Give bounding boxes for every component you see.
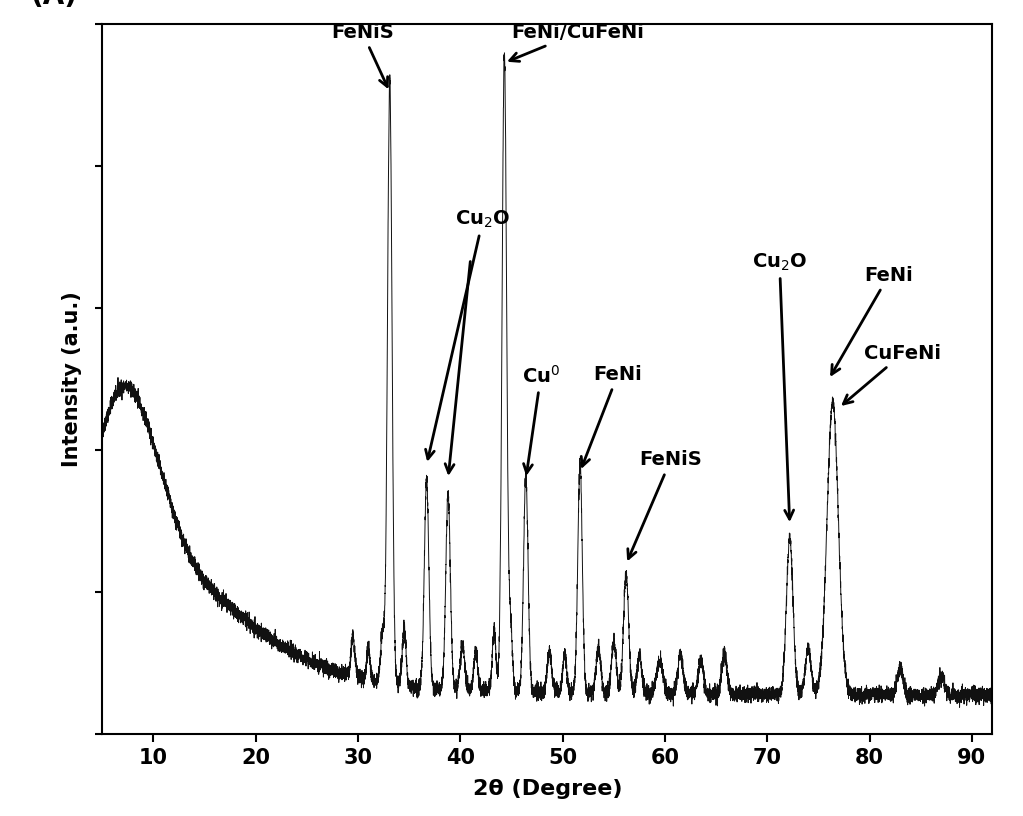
Text: (A): (A) xyxy=(31,0,78,11)
Text: CuFeNi: CuFeNi xyxy=(843,344,941,404)
Text: FeNi: FeNi xyxy=(832,266,914,375)
Text: FeNi: FeNi xyxy=(581,366,642,466)
Text: FeNiS: FeNiS xyxy=(331,23,394,86)
Text: FeNi/CuFeNi: FeNi/CuFeNi xyxy=(509,23,644,61)
Text: Cu$_2$O: Cu$_2$O xyxy=(426,209,510,459)
Text: FeNiS: FeNiS xyxy=(628,450,702,559)
Text: Cu$^0$: Cu$^0$ xyxy=(522,366,560,473)
Y-axis label: Intensity (a.u.): Intensity (a.u.) xyxy=(62,291,82,468)
X-axis label: 2θ (Degree): 2θ (Degree) xyxy=(473,778,622,799)
Text: Cu$_2$O: Cu$_2$O xyxy=(752,251,807,519)
